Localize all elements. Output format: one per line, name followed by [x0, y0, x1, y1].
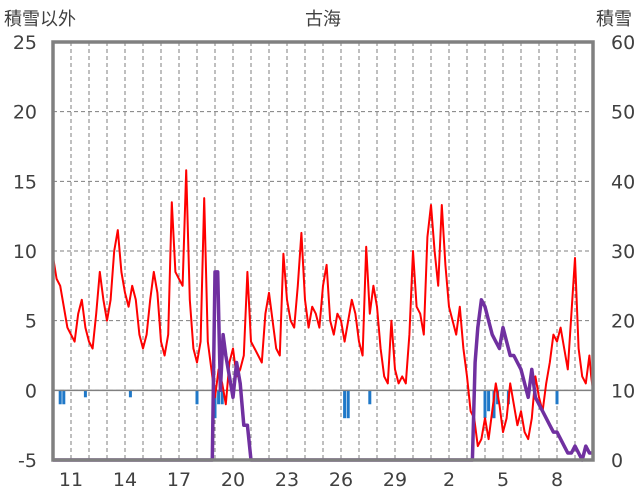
- x-tick-label: 26: [329, 469, 353, 491]
- right-y-tick-label: 20: [611, 311, 635, 333]
- right-y-tick-label: 30: [611, 241, 635, 263]
- right-axis-title: 積雪: [596, 9, 632, 30]
- precipitation-bar: [343, 390, 347, 419]
- snow-depth-line: [53, 270, 593, 462]
- x-tick-label: 29: [383, 469, 407, 491]
- right-y-tick-label: 50: [611, 102, 635, 124]
- left-y-ticks: 25 20 15 10 5 0 -5: [13, 32, 37, 472]
- precipitation-bar: [555, 390, 559, 405]
- precipitation-bar: [128, 390, 132, 398]
- precipitation-bar: [83, 390, 87, 398]
- precipitation-bar: [483, 390, 487, 419]
- precipitation-bar: [346, 390, 350, 419]
- x-tick-label: 20: [221, 469, 245, 491]
- plot-frame: [51, 40, 595, 462]
- x-tick-label: 5: [497, 469, 509, 491]
- precipitation-bar: [195, 390, 199, 405]
- precipitation-bar: [487, 390, 491, 412]
- x-ticks: 11 14 17 20 23 26 29 2 5 8: [59, 469, 563, 491]
- x-tick-label: 23: [275, 469, 299, 491]
- left-axis-title: 積雪以外: [4, 9, 76, 30]
- precipitation-bar: [62, 390, 66, 405]
- x-tick-label: 14: [113, 469, 137, 491]
- right-y-ticks: 60 50 40 30 20 10 0: [611, 32, 635, 472]
- right-y-tick-label: 40: [611, 171, 635, 193]
- left-y-tick-label: 25: [13, 32, 37, 54]
- x-tick-label: 8: [551, 469, 563, 491]
- precipitation-bar: [220, 390, 224, 405]
- temperature-line: [52, 169, 594, 448]
- left-y-tick-label: 0: [25, 380, 37, 402]
- chart-title: 古海: [305, 9, 341, 30]
- left-y-tick-label: 15: [13, 171, 37, 193]
- precipitation-bar: [368, 390, 372, 405]
- left-y-tick-label: 20: [13, 102, 37, 124]
- right-y-tick-label: 0: [611, 450, 623, 472]
- precipitation-bar: [58, 390, 62, 405]
- left-y-tick-label: 5: [25, 311, 37, 333]
- right-y-tick-label: 60: [611, 32, 635, 54]
- precipitation-bar: [217, 390, 221, 405]
- x-tick-label: 2: [443, 469, 455, 491]
- x-tick-label: 17: [167, 469, 191, 491]
- x-tick-label: 11: [59, 469, 83, 491]
- left-y-tick-label: -5: [18, 450, 37, 472]
- precipitation-bar: [213, 390, 217, 419]
- right-y-tick-label: 10: [611, 380, 635, 402]
- left-y-tick-label: 10: [13, 241, 37, 263]
